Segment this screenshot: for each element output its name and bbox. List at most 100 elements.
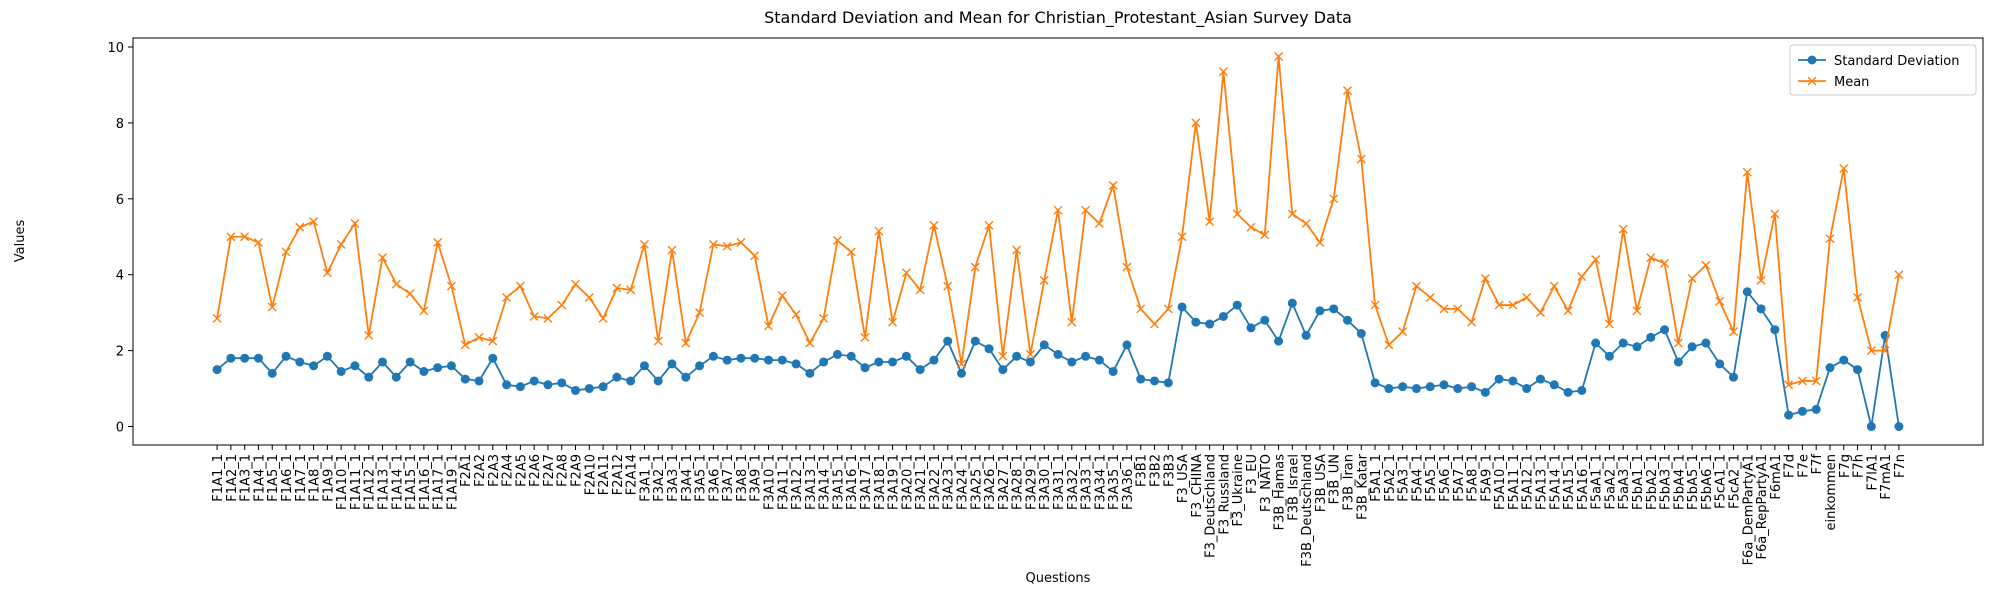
marker (639, 361, 649, 371)
marker (529, 376, 539, 386)
marker (1756, 304, 1766, 314)
marker (874, 357, 884, 367)
marker (1191, 118, 1201, 128)
x-tick-label: F5A2_1 (1383, 454, 1398, 502)
marker (1122, 340, 1132, 350)
marker (1287, 209, 1297, 219)
x-tick-label: F3A11_1 (776, 454, 791, 510)
marker (515, 382, 525, 392)
legend: Standard Deviation Mean (1789, 44, 1977, 96)
x-tick-label: F1A5_1 (266, 454, 281, 502)
marker (1218, 311, 1228, 321)
marker (1756, 275, 1766, 285)
x-tick-label: F5bA3_1 (1659, 454, 1674, 510)
marker (1012, 245, 1022, 255)
marker (998, 365, 1008, 375)
marker (446, 281, 456, 291)
marker (1439, 304, 1449, 314)
marker (1480, 387, 1490, 397)
x-tick-label: F1A11_1 (349, 454, 364, 510)
marker (1315, 237, 1325, 247)
marker (446, 361, 456, 371)
marker (1797, 376, 1807, 386)
marker (1081, 205, 1091, 215)
x-tick-label: F5A7_1 (1452, 454, 1467, 502)
marker (1701, 338, 1711, 348)
x-tick-label: F1A1_1 (211, 454, 226, 502)
marker (460, 374, 470, 384)
marker (1632, 306, 1642, 316)
x-tick-label: F3A31_1 (1052, 454, 1067, 510)
marker (1563, 387, 1573, 397)
legend-marker (1807, 76, 1817, 86)
marker (240, 232, 250, 242)
marker (1591, 338, 1601, 348)
marker (309, 361, 319, 371)
marker (364, 330, 374, 340)
x-tick-label: F3A23_1 (942, 454, 957, 510)
marker (1301, 218, 1311, 228)
x-tick-label: F5aA2_1 (1603, 454, 1618, 510)
x-tick-label: F7h (1852, 454, 1867, 478)
marker (1205, 319, 1215, 329)
marker (888, 357, 898, 367)
series-line (216, 56, 1900, 386)
marker (1508, 376, 1518, 386)
x-tick-label: F3A5_1 (694, 454, 709, 502)
marker (391, 372, 401, 382)
marker (405, 289, 415, 299)
x-tick-label: F2A7 (542, 454, 557, 487)
y-tick-label: 6 (116, 193, 124, 208)
x-tick-label: F5A9_1 (1479, 454, 1494, 502)
legend-marker (1807, 55, 1817, 65)
x-tick-label: F3A24_1 (956, 454, 971, 510)
marker (1370, 378, 1380, 388)
series-line (216, 289, 1900, 427)
marker (1094, 218, 1104, 228)
marker (1136, 374, 1146, 384)
x-tick-label: F7n (1893, 454, 1908, 478)
x-tick-label: F5A15_1 (1562, 454, 1577, 510)
x-tick-label: F3A27_1 (997, 454, 1012, 510)
marker (1522, 384, 1532, 394)
x-tick-label: F5cA1_1 (1714, 454, 1729, 509)
marker (350, 218, 360, 228)
marker (1728, 372, 1738, 382)
x-tick-label: F3B2 (1148, 454, 1163, 487)
x-tick-label: F1A15_1 (404, 454, 419, 510)
plot-frame (132, 37, 1984, 446)
marker (419, 306, 429, 316)
marker (364, 372, 374, 382)
marker (915, 365, 925, 375)
marker (488, 336, 498, 346)
marker (1480, 274, 1490, 283)
x-tick-label: F1A19_1 (445, 454, 460, 510)
x-tick-label: F2A8 (556, 454, 571, 487)
marker (1687, 274, 1697, 283)
marker (391, 279, 401, 289)
x-tick-label: F2A14 (625, 454, 640, 495)
marker (860, 332, 870, 342)
marker (750, 251, 760, 261)
marker (805, 368, 815, 378)
marker (1246, 323, 1256, 333)
x-tick-label: F3B1 (1135, 454, 1150, 487)
x-tick-label: F3A28_1 (1011, 454, 1026, 510)
marker (1715, 296, 1725, 306)
marker (667, 245, 677, 255)
marker (267, 302, 277, 312)
marker (1467, 317, 1477, 327)
y-tick-label: 0 (116, 421, 124, 436)
y-tick-label: 4 (116, 269, 124, 284)
marker (777, 355, 787, 365)
marker (1811, 376, 1821, 386)
marker (1356, 329, 1366, 339)
x-tick-label: F3A12_1 (790, 454, 805, 510)
marker (474, 376, 484, 386)
marker (860, 363, 870, 373)
marker (695, 308, 705, 318)
marker (1494, 374, 1504, 384)
marker (1232, 209, 1242, 219)
x-tick-label: F3A16_1 (845, 454, 860, 510)
